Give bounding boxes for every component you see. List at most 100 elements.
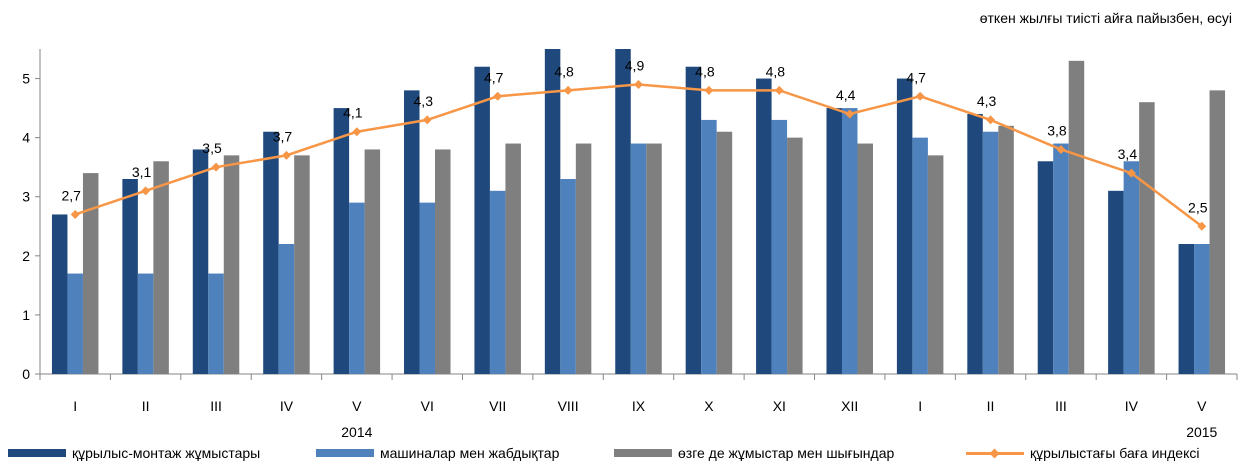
bar-series-3 bbox=[1068, 60, 1085, 375]
bar-series-3 bbox=[927, 155, 944, 374]
x-tick-label: IV bbox=[280, 398, 294, 414]
x-tick-label: III bbox=[210, 398, 222, 414]
bar-series-1 bbox=[967, 114, 983, 374]
price-index-marker bbox=[493, 91, 503, 101]
bar-series-3 bbox=[1209, 90, 1226, 374]
price-index-data-label: 3,1 bbox=[132, 164, 152, 180]
bar-series-1 bbox=[896, 78, 913, 374]
legend-item-price-index: құрылыстағы баға индексі bbox=[966, 444, 1199, 462]
legend-item-machinery: машиналар мен жабдықтар bbox=[316, 444, 559, 462]
y-tick-label: 0 bbox=[22, 366, 30, 382]
price-index-data-label: 4,3 bbox=[977, 93, 997, 109]
price-index-marker bbox=[986, 115, 996, 125]
price-index-data-label: 3,8 bbox=[1047, 122, 1067, 138]
price-index-data-label: 4,1 bbox=[343, 105, 363, 121]
x-tick-label: II bbox=[987, 398, 995, 414]
price-index-marker bbox=[704, 85, 714, 95]
price-index-data-label: 4,7 bbox=[484, 69, 504, 85]
x-tick-label: II bbox=[142, 398, 150, 414]
y-tick-label: 3 bbox=[22, 189, 30, 205]
price-index-data-label: 2,7 bbox=[61, 187, 81, 203]
x-tick-label: V bbox=[1197, 398, 1207, 414]
year-label: 2015 bbox=[1186, 424, 1217, 440]
bar-series-1 bbox=[333, 108, 350, 374]
bar-series-2 bbox=[349, 202, 365, 374]
price-index-marker bbox=[70, 209, 80, 219]
bar-series-1 bbox=[51, 214, 68, 374]
bar-series-2 bbox=[419, 202, 436, 374]
year-label: 2014 bbox=[341, 424, 372, 440]
legend-item-other: өзге де жұмыстар мен шығындар bbox=[614, 444, 894, 462]
price-index-data-label: 4,9 bbox=[625, 57, 645, 73]
x-tick-label: VII bbox=[489, 398, 506, 414]
bar-series-3 bbox=[575, 143, 592, 374]
price-index-marker bbox=[211, 162, 221, 172]
bar-series-1 bbox=[756, 78, 772, 374]
bar-series-1 bbox=[826, 108, 842, 374]
legend-label-assembly: құрылыс-монтаж жұмыстары bbox=[72, 445, 261, 461]
legend-label-other: өзге де жұмыстар мен шығындар bbox=[678, 445, 895, 461]
y-tick-label: 2 bbox=[22, 248, 30, 264]
bar-series-3 bbox=[364, 149, 381, 374]
legend-label-price-index: құрылыстағы баға индексі bbox=[1030, 445, 1200, 461]
bar-series-3 bbox=[505, 143, 521, 374]
bar-series-3 bbox=[82, 173, 99, 374]
bar-series-2 bbox=[208, 273, 224, 374]
legend-item-assembly: құрылыс-монтаж жұмыстары bbox=[8, 444, 260, 462]
price-index-marker bbox=[634, 79, 643, 89]
price-index-data-label: 4,7 bbox=[906, 69, 926, 85]
price-index-data-label: 3,7 bbox=[273, 128, 293, 144]
x-tick-label: XI bbox=[773, 398, 786, 414]
price-index-data-label: 4,8 bbox=[766, 63, 786, 79]
bar-series-1 bbox=[122, 179, 138, 374]
x-tick-label: I bbox=[73, 398, 77, 414]
bar-series-2 bbox=[278, 244, 295, 374]
price-index-marker bbox=[563, 85, 573, 95]
legend-swatch-other bbox=[614, 449, 672, 457]
bar-series-1 bbox=[1108, 190, 1124, 374]
bar-series-1 bbox=[263, 131, 279, 374]
bar-series-2 bbox=[137, 273, 154, 374]
bar-series-1 bbox=[544, 49, 561, 374]
bar-series-1 bbox=[1037, 161, 1054, 374]
legend-swatch-assembly bbox=[8, 449, 66, 457]
bar-series-2 bbox=[1053, 143, 1069, 374]
price-index-marker bbox=[281, 150, 291, 160]
bar-series-1 bbox=[615, 49, 631, 374]
price-index-marker bbox=[422, 115, 432, 125]
price-index-marker bbox=[352, 127, 362, 137]
price-index-marker bbox=[141, 186, 151, 196]
legend-swatch-price-index bbox=[966, 449, 1024, 457]
x-tick-label: VI bbox=[421, 398, 434, 414]
y-tick-label: 1 bbox=[22, 307, 30, 323]
price-index-data-label: 3,4 bbox=[1118, 146, 1138, 162]
bar-series-2 bbox=[982, 131, 999, 374]
price-index-data-label: 4,4 bbox=[836, 87, 856, 103]
x-tick-label: X bbox=[704, 398, 714, 414]
bar-series-2 bbox=[771, 119, 788, 374]
bar-series-1 bbox=[404, 90, 420, 374]
bar-series-2 bbox=[1194, 244, 1210, 374]
bar-series-3 bbox=[787, 137, 803, 374]
bar-series-2 bbox=[489, 190, 506, 374]
x-tick-label: IV bbox=[1125, 398, 1139, 414]
bar-series-2 bbox=[560, 179, 576, 374]
bar-series-3 bbox=[294, 155, 310, 374]
bar-series-2 bbox=[630, 143, 647, 374]
price-index-marker bbox=[845, 109, 855, 119]
bar-series-3 bbox=[998, 125, 1014, 375]
y-tick-label: 5 bbox=[22, 71, 30, 87]
bar-series-3 bbox=[223, 155, 240, 374]
x-tick-label: V bbox=[352, 398, 362, 414]
x-tick-label: VIII bbox=[558, 398, 579, 414]
price-index-data-label: 2,5 bbox=[1188, 199, 1208, 215]
price-index-marker bbox=[915, 91, 925, 101]
price-index-data-label: 4,8 bbox=[695, 63, 715, 79]
bar-series-3 bbox=[646, 143, 662, 374]
price-index-marker bbox=[774, 85, 784, 95]
price-index-marker bbox=[1056, 144, 1066, 154]
x-tick-label: IX bbox=[632, 398, 646, 414]
x-tick-label: III bbox=[1055, 398, 1067, 414]
bar-series-3 bbox=[716, 131, 733, 374]
